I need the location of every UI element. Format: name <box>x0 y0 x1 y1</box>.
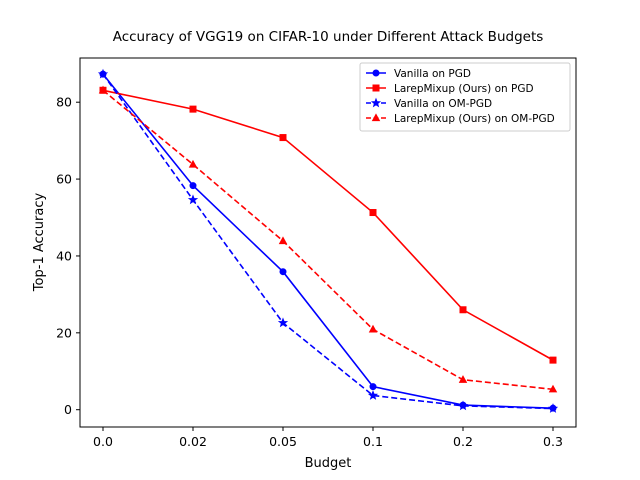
data-point <box>189 182 197 190</box>
legend-marker <box>371 113 381 122</box>
data-point <box>369 209 377 217</box>
data-point <box>458 375 468 383</box>
y-tick-label: 40 <box>56 248 72 263</box>
y-tick-label: 0 <box>64 402 72 417</box>
data-point <box>459 306 467 314</box>
data-point <box>548 384 558 393</box>
x-tick-label: 0.0 <box>93 434 113 449</box>
legend-item: LarepMixup (Ours) on OM-PGD <box>366 113 555 125</box>
x-tick-label: 0.1 <box>363 434 383 449</box>
data-point <box>279 268 287 276</box>
data-point <box>187 194 199 205</box>
legend-label: Vanilla on OM-PGD <box>394 98 492 110</box>
data-point <box>189 105 197 113</box>
x-tick-label: 0.2 <box>453 434 473 449</box>
data-point <box>97 68 109 79</box>
data-point <box>188 159 198 168</box>
legend-marker <box>372 84 380 92</box>
series-line <box>102 73 554 410</box>
series-layer <box>97 68 559 413</box>
y-tick-label: 20 <box>56 325 72 340</box>
legend-item: Vanilla on OM-PGD <box>366 97 492 110</box>
series-4 <box>98 85 558 393</box>
legend-marker <box>372 69 380 77</box>
data-point <box>457 400 469 411</box>
y-tick-label: 60 <box>56 172 72 187</box>
x-tick-label: 0.05 <box>269 434 297 449</box>
legend: Vanilla on PGD LarepMixup (Ours) on PGD Va… <box>359 62 571 132</box>
series-line <box>102 89 554 361</box>
series-line <box>102 89 554 391</box>
x-tick-label: 0.3 <box>543 434 563 449</box>
data-point <box>368 324 378 333</box>
plot-area-frame <box>79 57 577 428</box>
data-point <box>279 134 287 142</box>
legend-item: Vanilla on PGD <box>366 68 471 80</box>
data-point <box>547 403 559 413</box>
x-axis-label: Budget <box>305 456 352 471</box>
y-tick-label: 80 <box>56 95 72 110</box>
x-tick-label: 0.02 <box>179 434 207 449</box>
y-axis-label: Top-1 Accuracy <box>32 193 47 293</box>
legend-label: LarepMixup (Ours) on OM-PGD <box>394 113 555 125</box>
y-axis: 0 20 40 60 80 <box>56 95 80 417</box>
data-point <box>278 236 288 245</box>
legend-item: LarepMixup (Ours) on PGD <box>366 83 534 95</box>
legend-marker <box>370 97 382 108</box>
chart-title: Accuracy of VGG19 on CIFAR-10 under Diff… <box>113 29 544 45</box>
x-axis: 0.0 0.02 0.05 0.1 0.2 0.3 <box>93 427 563 449</box>
data-point <box>277 317 289 328</box>
data-point <box>549 356 557 364</box>
data-point <box>98 85 108 94</box>
legend-box <box>359 62 571 132</box>
legend-label: Vanilla on PGD <box>394 68 471 80</box>
series-3 <box>97 68 559 413</box>
series-line <box>102 73 554 409</box>
legend-label: LarepMixup (Ours) on PGD <box>394 83 534 95</box>
data-point <box>367 390 379 400</box>
data-point <box>369 383 377 391</box>
